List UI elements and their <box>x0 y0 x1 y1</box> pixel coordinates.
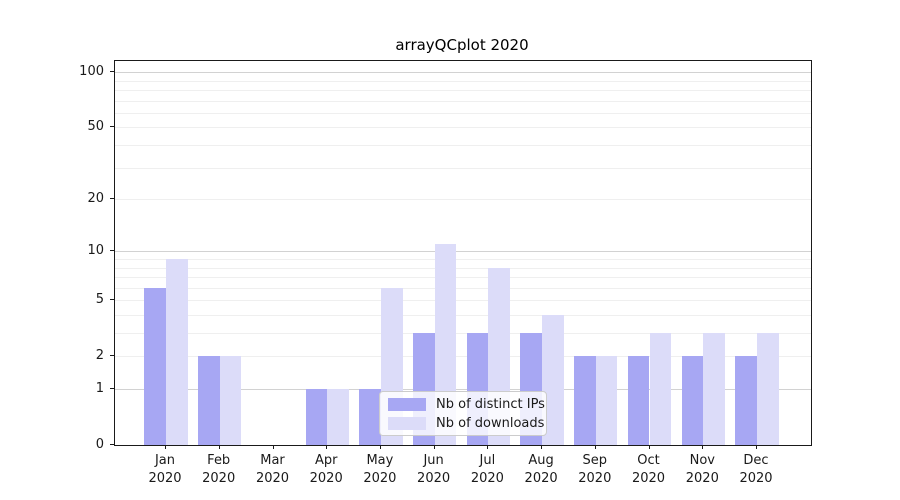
legend-item-distinct-ips: Nb of distinct IPs <box>388 397 545 412</box>
x-tick-mark-mar <box>272 445 274 449</box>
gridline-70 <box>115 100 811 102</box>
legend-swatch-downloads <box>388 416 426 430</box>
x-axis-label-sep: Sep 2020 <box>578 453 612 486</box>
x-axis-label-feb: Feb 2020 <box>202 453 236 486</box>
gridline-80 <box>115 90 811 91</box>
bar-downloads-feb <box>219 356 242 445</box>
bar-distinct-ips-dec <box>735 356 757 445</box>
x-axis-label-nov: Nov 2020 <box>685 453 719 486</box>
gridline-9 <box>115 259 811 260</box>
gridline-5 <box>115 300 811 302</box>
chart-title: arrayQCplot 2020 <box>395 36 529 54</box>
x-tick-mark-oct <box>648 445 650 449</box>
gridline-1 <box>115 389 811 390</box>
y-axis-label-50: 50 <box>87 118 104 134</box>
y-axis-label-100: 100 <box>79 63 104 79</box>
bar-distinct-ips-feb <box>198 356 220 445</box>
gridline-3 <box>115 333 811 334</box>
bar-downloads-dec <box>757 333 779 445</box>
y-axis-label-20: 20 <box>87 190 104 206</box>
x-tick-mark-sep <box>594 445 596 449</box>
y-tick-mark-50 <box>110 126 114 128</box>
gridline-2 <box>115 356 811 358</box>
bar-downloads-jan <box>166 259 188 445</box>
y-tick-mark-20 <box>110 198 114 200</box>
x-tick-mark-dec <box>756 445 757 449</box>
gridline-8 <box>115 267 811 269</box>
bar-distinct-ips-oct <box>627 356 650 445</box>
plot-area: Nb of distinct IPs Nb of downloads <box>114 60 812 446</box>
bar-downloads-aug <box>542 315 564 445</box>
x-axis-label-mar: Mar 2020 <box>255 453 290 486</box>
y-axis-label-0: 0 <box>95 436 104 452</box>
x-tick-mark-apr <box>326 445 328 449</box>
y-axis-label-10: 10 <box>87 242 104 258</box>
legend-label-distinct-ips: Nb of distinct IPs <box>436 396 545 412</box>
bar-downloads-oct <box>649 333 672 445</box>
y-axis-label-2: 2 <box>95 347 104 363</box>
bar-downloads-nov <box>703 333 725 445</box>
bar-distinct-ips-nov <box>681 356 704 445</box>
x-tick-mark-aug <box>541 445 543 449</box>
bar-downloads-sep <box>595 356 618 445</box>
bar-distinct-ips-apr <box>305 389 328 445</box>
bar-distinct-ips-jan <box>144 287 166 445</box>
gridline-6 <box>115 287 811 289</box>
legend-swatch-distinct-ips <box>388 397 426 411</box>
x-axis-label-oct: Oct 2020 <box>631 453 666 486</box>
gridline-10 <box>115 251 811 253</box>
y-tick-mark-1 <box>110 388 114 389</box>
x-tick-mark-jan <box>165 445 166 449</box>
gridline-90 <box>115 80 811 82</box>
y-tick-mark-5 <box>110 299 114 301</box>
y-tick-mark-2 <box>110 355 114 357</box>
y-axis-label-1: 1 <box>95 380 104 396</box>
gridline-40 <box>115 145 811 146</box>
bar-distinct-ips-sep <box>574 356 596 445</box>
x-tick-mark-jul <box>487 445 489 449</box>
x-tick-mark-feb <box>218 445 220 449</box>
x-axis-label-jan: Jan 2020 <box>148 453 182 486</box>
x-axis-label-dec: Dec 2020 <box>739 453 773 486</box>
legend: Nb of distinct IPs Nb of downloads <box>379 391 547 436</box>
legend-label-downloads: Nb of downloads <box>436 415 545 431</box>
y-tick-mark-10 <box>110 250 114 252</box>
bar-distinct-ips-may <box>359 389 381 445</box>
x-axis-label-apr: Apr 2020 <box>309 453 343 486</box>
gridline-4 <box>115 315 811 316</box>
gridline-60 <box>115 112 811 114</box>
gridline-50 <box>115 127 811 129</box>
gridline-7 <box>115 277 811 278</box>
x-axis-label-jun: Jun 2020 <box>417 453 451 486</box>
y-axis-label-5: 5 <box>95 291 104 307</box>
gridline-100 <box>115 72 811 74</box>
y-tick-mark-0 <box>110 444 114 445</box>
y-tick-mark-100 <box>110 71 114 73</box>
x-tick-mark-nov <box>702 445 704 449</box>
x-tick-mark-jun <box>433 445 435 449</box>
x-axis-label-may: May 2020 <box>363 453 397 486</box>
x-axis-label-jul: Jul 2020 <box>470 453 504 486</box>
bar-downloads-apr <box>327 389 349 445</box>
gridline-30 <box>115 167 811 169</box>
x-tick-mark-may <box>379 445 381 449</box>
legend-item-downloads: Nb of downloads <box>388 416 544 431</box>
gridline-20 <box>115 199 811 201</box>
x-axis-label-aug: Aug 2020 <box>524 453 558 486</box>
